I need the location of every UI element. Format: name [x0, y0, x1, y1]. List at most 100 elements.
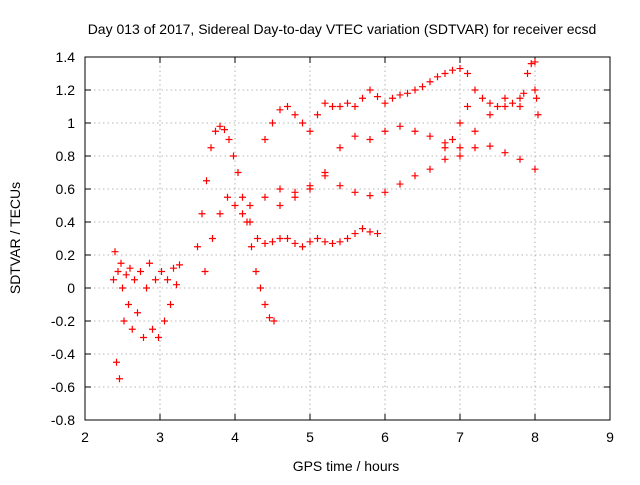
data-point [252, 268, 260, 275]
data-point [321, 172, 329, 180]
y-tick-label: 0 [67, 280, 75, 296]
data-point [531, 86, 539, 94]
data-point [344, 235, 351, 242]
y-axis-label: SDTVAR / TECUs [7, 182, 23, 294]
data-point [441, 70, 449, 77]
data-point [284, 103, 291, 110]
data-point [516, 155, 524, 163]
data-point [329, 239, 336, 247]
data-point [126, 264, 134, 272]
data-point [509, 99, 516, 107]
data-point [261, 193, 269, 201]
data-point [113, 358, 120, 366]
data-point [464, 103, 471, 110]
data-points-layer [110, 58, 542, 383]
data-point [209, 235, 216, 242]
data-point [486, 99, 494, 107]
data-point [449, 66, 456, 74]
data-point [158, 268, 165, 275]
data-point [329, 103, 336, 110]
data-point [516, 103, 524, 110]
data-point [299, 119, 306, 127]
data-point [534, 111, 542, 119]
data-point [299, 243, 306, 251]
data-point [203, 177, 210, 185]
data-point [321, 99, 329, 107]
data-point [434, 73, 441, 81]
y-tick-label: -0.6 [51, 379, 75, 395]
data-point [261, 239, 269, 247]
data-point [306, 182, 314, 190]
data-point [239, 193, 246, 201]
data-point [170, 264, 177, 272]
data-point [216, 210, 224, 218]
data-point [269, 238, 276, 246]
y-tick-label: -0.8 [51, 412, 75, 428]
data-point [173, 281, 180, 289]
data-point [351, 103, 359, 110]
tick-layer: 2 3 4 5 6 7 8 9 -0.8 -0.6 -0.4 -0.2 0 0.2 0.4 0.6 0.8 1 1.… [51, 49, 614, 445]
data-point [111, 248, 119, 256]
data-point [254, 235, 261, 242]
data-point [494, 103, 501, 110]
data-point [336, 238, 344, 246]
y-tick-label: -0.2 [51, 313, 75, 329]
data-point [351, 230, 359, 238]
data-point [194, 243, 201, 251]
data-point [276, 106, 284, 114]
data-point [516, 94, 524, 102]
x-tick-label: 9 [606, 429, 614, 445]
data-point [119, 284, 126, 292]
data-point [201, 268, 209, 275]
data-point [456, 144, 464, 152]
data-point [381, 99, 389, 107]
data-point [336, 144, 344, 152]
data-point [137, 268, 144, 275]
data-point [143, 284, 150, 292]
x-tick-label: 5 [306, 429, 314, 445]
data-point [291, 111, 299, 119]
y-tick-label: 1.4 [56, 49, 76, 65]
data-point [411, 86, 419, 94]
x-tick-label: 3 [156, 429, 164, 445]
series-2 [201, 193, 381, 275]
data-point [351, 188, 359, 196]
data-point [120, 317, 128, 325]
data-point [321, 238, 329, 246]
chart-title: Day 013 of 2017, Sidereal Day-to-day VTE… [88, 21, 597, 37]
data-point [161, 317, 168, 325]
data-point [441, 155, 449, 163]
series-3 [261, 65, 471, 143]
data-point [351, 132, 359, 140]
data-point [426, 165, 434, 173]
y-tick-label: 1 [67, 115, 75, 131]
data-point [520, 89, 528, 97]
series-5 [276, 142, 539, 209]
data-point [531, 165, 539, 173]
data-point [155, 334, 162, 341]
data-point [411, 172, 419, 180]
data-point [146, 259, 153, 267]
data-point [501, 149, 509, 157]
x-tick-label: 6 [381, 429, 389, 445]
y-tick-label: 1.2 [56, 82, 76, 98]
data-point [471, 144, 479, 152]
data-point [239, 210, 246, 218]
data-point [359, 94, 366, 102]
data-point [125, 301, 132, 308]
data-point [246, 202, 254, 209]
data-point [131, 276, 138, 284]
data-point [344, 99, 351, 107]
data-point [366, 86, 374, 94]
data-point [306, 127, 314, 135]
data-point [471, 86, 479, 94]
data-point [456, 119, 464, 127]
data-point [531, 58, 539, 66]
data-point [234, 169, 242, 176]
data-point [381, 127, 389, 135]
data-point [266, 314, 273, 322]
data-point [291, 193, 299, 201]
x-tick-label: 7 [456, 429, 464, 445]
series-0 [110, 248, 183, 383]
